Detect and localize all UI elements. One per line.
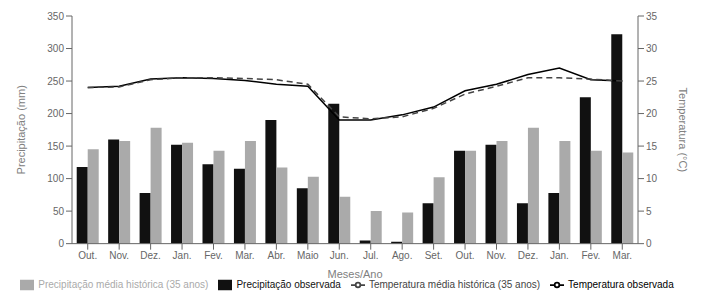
svg-text:300: 300 — [47, 43, 64, 54]
html-text:Temperatura média histórica (3: Temperatura média histórica (35 anos) — [368, 278, 541, 290]
svg-text:Out.: Out. — [78, 250, 97, 261]
svg-text:Temperatura (°C): Temperatura (°C) — [677, 88, 689, 172]
svg-text:Ago.: Ago. — [392, 250, 413, 261]
svg-text:50: 50 — [53, 206, 65, 217]
svg-text:30: 30 — [646, 43, 658, 54]
svg-text:Meses/Ano: Meses/Ano — [327, 268, 382, 280]
svg-text:20: 20 — [646, 108, 658, 119]
svg-text:150: 150 — [47, 141, 64, 152]
svg-text:25: 25 — [646, 76, 658, 87]
svg-text:Jun.: Jun. — [330, 250, 349, 261]
svg-text:250: 250 — [47, 76, 64, 87]
svg-text:Mar.: Mar. — [235, 250, 254, 261]
svg-text:Nov.: Nov. — [487, 250, 507, 261]
svg-text:Nov.: Nov. — [109, 250, 129, 261]
svg-text:10: 10 — [646, 173, 658, 184]
svg-text:Precipitação (mm): Precipitação (mm) — [15, 85, 27, 174]
svg-text:0: 0 — [646, 238, 652, 249]
html-text:Temperatura observada: Temperatura observada — [568, 278, 674, 290]
svg-text:Abr.: Abr. — [267, 250, 285, 261]
svg-text:Dez.: Dez. — [140, 250, 161, 261]
svg-text:Jan.: Jan. — [550, 250, 569, 261]
svg-text:35: 35 — [646, 11, 658, 22]
svg-text:15: 15 — [646, 141, 658, 152]
html-text:Precipitação média histórica (: Precipitação média histórica (35 anos) — [38, 278, 209, 290]
svg-text:Fev.: Fev. — [204, 250, 223, 261]
svg-text:Mar.: Mar. — [613, 250, 632, 261]
svg-text:Out.: Out. — [456, 250, 475, 261]
svg-text:Fev.: Fev. — [581, 250, 600, 261]
svg-text:350: 350 — [47, 11, 64, 22]
svg-text:Dez.: Dez. — [518, 250, 539, 261]
html-text:Precipitação observada: Precipitação observada — [236, 278, 341, 290]
svg-text:Maio: Maio — [297, 250, 319, 261]
svg-text:Jul.: Jul. — [363, 250, 379, 261]
svg-text:5: 5 — [646, 206, 652, 217]
svg-text:Jan.: Jan. — [173, 250, 192, 261]
svg-text:0: 0 — [58, 238, 64, 249]
svg-text:Set.: Set. — [425, 250, 443, 261]
svg-text:200: 200 — [47, 108, 64, 119]
svg-text:100: 100 — [47, 173, 64, 184]
